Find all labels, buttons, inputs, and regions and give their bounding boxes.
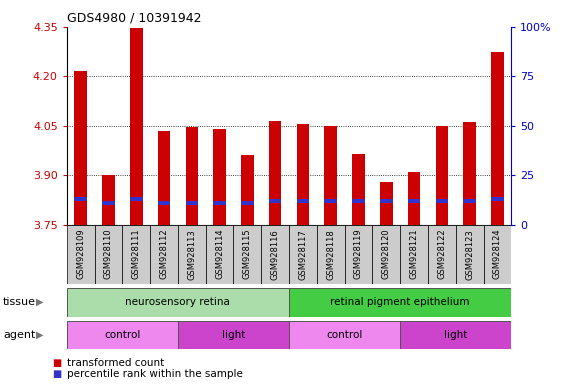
Bar <box>380 199 393 202</box>
Text: neurosensory retina: neurosensory retina <box>125 297 231 308</box>
Text: GSM928119: GSM928119 <box>354 229 363 280</box>
Bar <box>352 199 365 202</box>
Bar <box>213 201 226 205</box>
Bar <box>269 121 281 225</box>
Bar <box>102 175 114 225</box>
Bar <box>491 51 504 225</box>
Bar <box>400 321 511 349</box>
Bar <box>456 225 483 284</box>
Bar <box>123 225 150 284</box>
Text: GSM928124: GSM928124 <box>493 229 502 280</box>
Text: GSM928117: GSM928117 <box>299 229 307 280</box>
Text: ■: ■ <box>52 358 62 368</box>
Text: tissue: tissue <box>3 297 36 307</box>
Text: ▶: ▶ <box>36 297 43 307</box>
Bar <box>150 225 178 284</box>
Text: ■: ■ <box>52 369 62 379</box>
Text: GSM928111: GSM928111 <box>132 229 141 280</box>
Text: GSM928123: GSM928123 <box>465 229 474 280</box>
Text: transformed count: transformed count <box>67 358 164 368</box>
Bar <box>436 199 448 202</box>
Bar <box>345 225 372 284</box>
Bar <box>352 154 365 225</box>
Bar <box>158 131 170 225</box>
Bar <box>464 122 476 225</box>
Bar <box>324 199 337 202</box>
Bar <box>297 199 309 202</box>
Bar <box>408 199 420 202</box>
Bar <box>178 225 206 284</box>
Bar <box>380 182 393 225</box>
Text: GSM928116: GSM928116 <box>271 229 279 280</box>
Bar <box>130 28 142 225</box>
Text: GSM928122: GSM928122 <box>437 229 446 280</box>
Bar <box>234 225 261 284</box>
Text: GSM928112: GSM928112 <box>160 229 168 280</box>
Bar <box>289 321 400 349</box>
Text: ▶: ▶ <box>36 330 43 340</box>
Text: GSM928114: GSM928114 <box>215 229 224 280</box>
Bar <box>185 201 198 205</box>
Bar <box>428 225 456 284</box>
Text: GSM928109: GSM928109 <box>76 229 85 280</box>
Text: GSM928120: GSM928120 <box>382 229 391 280</box>
Bar <box>67 321 178 349</box>
Bar <box>436 126 448 225</box>
Bar <box>158 201 170 205</box>
Bar <box>178 321 289 349</box>
Bar <box>324 126 337 225</box>
Bar <box>483 225 511 284</box>
Bar <box>372 225 400 284</box>
Text: GSM928113: GSM928113 <box>187 229 196 280</box>
Bar <box>206 225 234 284</box>
Bar <box>289 225 317 284</box>
Bar <box>95 225 123 284</box>
Bar <box>261 225 289 284</box>
Bar <box>269 199 281 202</box>
Text: percentile rank within the sample: percentile rank within the sample <box>67 369 243 379</box>
Text: light: light <box>444 330 467 340</box>
Text: light: light <box>222 330 245 340</box>
Text: GSM928121: GSM928121 <box>410 229 418 280</box>
Bar <box>491 197 504 200</box>
Bar <box>408 172 420 225</box>
Text: GSM928110: GSM928110 <box>104 229 113 280</box>
Bar <box>67 288 289 317</box>
Text: retinal pigment epithelium: retinal pigment epithelium <box>331 297 470 308</box>
Bar <box>102 201 114 205</box>
Bar <box>130 197 142 200</box>
Text: GSM928115: GSM928115 <box>243 229 252 280</box>
Text: control: control <box>104 330 141 340</box>
Text: GDS4980 / 10391942: GDS4980 / 10391942 <box>67 11 201 24</box>
Bar <box>297 124 309 225</box>
Bar <box>289 288 511 317</box>
Bar <box>241 156 254 225</box>
Text: agent: agent <box>3 330 35 340</box>
Bar <box>185 127 198 225</box>
Bar <box>241 201 254 205</box>
Bar <box>67 225 95 284</box>
Bar <box>317 225 345 284</box>
Bar <box>464 199 476 202</box>
Text: GSM928118: GSM928118 <box>326 229 335 280</box>
Bar <box>400 225 428 284</box>
Bar <box>213 129 226 225</box>
Bar <box>74 197 87 200</box>
Bar <box>74 71 87 225</box>
Text: control: control <box>327 330 363 340</box>
